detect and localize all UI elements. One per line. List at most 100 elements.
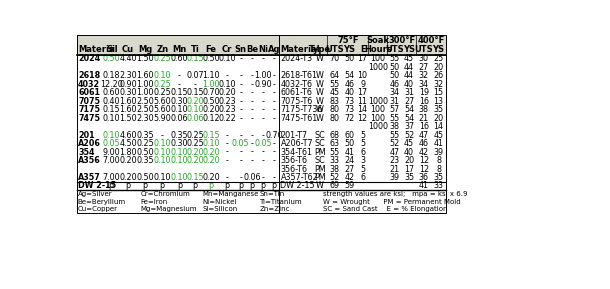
Text: 20: 20: [404, 156, 414, 165]
Text: W: W: [315, 114, 323, 123]
Text: 35: 35: [434, 105, 443, 114]
Text: 6061: 6061: [78, 88, 100, 97]
Text: 83: 83: [330, 97, 340, 106]
Bar: [77, 36, 446, 55]
Text: 7.00: 7.00: [102, 173, 120, 182]
Text: 54: 54: [345, 71, 354, 80]
Text: 33: 33: [330, 156, 340, 165]
Text: 46: 46: [345, 80, 354, 89]
Text: Soak: Soak: [366, 36, 389, 45]
Text: p: p: [177, 181, 182, 190]
Text: PM: PM: [314, 173, 325, 182]
Text: 54: 54: [404, 105, 414, 114]
Text: 69: 69: [329, 181, 340, 190]
Text: 42: 42: [345, 173, 354, 182]
Text: 70: 70: [329, 54, 340, 63]
Text: 30: 30: [419, 54, 429, 63]
Text: Ti: Ti: [191, 45, 199, 54]
Text: p: p: [193, 181, 198, 190]
Text: 17: 17: [357, 54, 368, 63]
Text: Zn=Zinc: Zn=Zinc: [259, 206, 290, 212]
Text: -: -: [262, 88, 265, 97]
Text: 40: 40: [404, 80, 414, 89]
Text: 0.15: 0.15: [203, 131, 220, 140]
Text: 50: 50: [345, 139, 354, 148]
Text: 354: 354: [78, 148, 95, 157]
Text: -: -: [262, 148, 265, 157]
Text: Mn: Mn: [172, 45, 187, 54]
Text: 68: 68: [330, 131, 340, 140]
Text: -: -: [178, 80, 181, 89]
Text: 19: 19: [419, 88, 429, 97]
Text: 73: 73: [345, 97, 354, 106]
Text: 38: 38: [389, 122, 400, 131]
Text: Ag=Silver: Ag=Silver: [78, 191, 112, 197]
Text: 5.60: 5.60: [154, 97, 171, 106]
Text: W: W: [315, 97, 323, 106]
Text: 0.23: 0.23: [218, 97, 236, 106]
Text: SC: SC: [314, 139, 325, 148]
Text: UTS: UTS: [385, 45, 404, 54]
Text: 0.10: 0.10: [218, 54, 235, 63]
Text: 59: 59: [344, 181, 354, 190]
Text: -: -: [226, 139, 228, 148]
Text: 52: 52: [389, 139, 400, 148]
Text: 100: 100: [370, 54, 386, 63]
Text: 0.10: 0.10: [154, 139, 171, 148]
Text: 41: 41: [434, 139, 443, 148]
Text: 0.40: 0.40: [102, 97, 120, 106]
Text: 12.20: 12.20: [100, 80, 123, 89]
Text: 0.35: 0.35: [137, 131, 154, 140]
Text: -: -: [273, 54, 275, 63]
Text: -: -: [262, 105, 265, 114]
Text: 75°F: 75°F: [337, 36, 359, 45]
Text: 50: 50: [389, 71, 400, 80]
Text: DW 2-15: DW 2-15: [78, 181, 117, 190]
Text: 0.10: 0.10: [171, 173, 188, 182]
Text: 300°F: 300°F: [388, 36, 415, 45]
Text: 0.60: 0.60: [102, 88, 120, 97]
Text: 0.05: 0.05: [232, 139, 249, 148]
Text: 7075: 7075: [78, 97, 100, 106]
Text: 354-T61: 354-T61: [281, 148, 312, 157]
Text: -: -: [239, 54, 242, 63]
Text: YS: YS: [432, 45, 445, 54]
Text: p: p: [249, 181, 255, 190]
Text: 39: 39: [434, 148, 443, 157]
Text: 7175-T736: 7175-T736: [281, 105, 323, 114]
Text: -: -: [239, 105, 242, 114]
Text: 34: 34: [419, 80, 429, 89]
Text: 0.20: 0.20: [120, 156, 137, 165]
Text: 1.50: 1.50: [137, 54, 154, 63]
Text: Cu=Copper: Cu=Copper: [78, 206, 118, 212]
Text: 0.20: 0.20: [203, 148, 220, 157]
Text: 0.05: 0.05: [254, 139, 272, 148]
Text: 0.50: 0.50: [203, 54, 220, 63]
Text: 31: 31: [404, 88, 414, 97]
Text: Ni=Nickel: Ni=Nickel: [203, 199, 237, 205]
Text: 0.20: 0.20: [203, 156, 220, 165]
Text: strength values are ksi;   mpa = ksi x 6.9: strength values are ksi; mpa = ksi x 6.9: [323, 191, 468, 197]
Text: 50: 50: [345, 54, 354, 63]
Text: A357: A357: [78, 173, 101, 182]
Text: 0.06: 0.06: [243, 173, 261, 182]
Text: Be=Beryllium: Be=Beryllium: [78, 199, 126, 205]
Text: 400°F: 400°F: [418, 36, 445, 45]
Text: 0.50: 0.50: [137, 173, 154, 182]
Text: 1.00: 1.00: [203, 80, 220, 89]
Text: 0.10: 0.10: [171, 156, 188, 165]
Text: p: p: [209, 181, 213, 190]
Text: 80: 80: [330, 105, 340, 114]
Text: 2024-T3: 2024-T3: [281, 54, 312, 63]
Text: 0.30: 0.30: [171, 97, 188, 106]
Text: p: p: [109, 181, 113, 190]
Text: 12: 12: [357, 114, 368, 123]
Text: 12: 12: [419, 156, 429, 165]
Text: 14: 14: [357, 105, 368, 114]
Text: Be: Be: [246, 45, 258, 54]
Text: 54: 54: [404, 114, 414, 123]
Text: 38: 38: [419, 105, 429, 114]
Text: p: p: [271, 181, 276, 190]
Text: Sn: Sn: [235, 45, 246, 54]
Text: 0.23: 0.23: [218, 105, 236, 114]
